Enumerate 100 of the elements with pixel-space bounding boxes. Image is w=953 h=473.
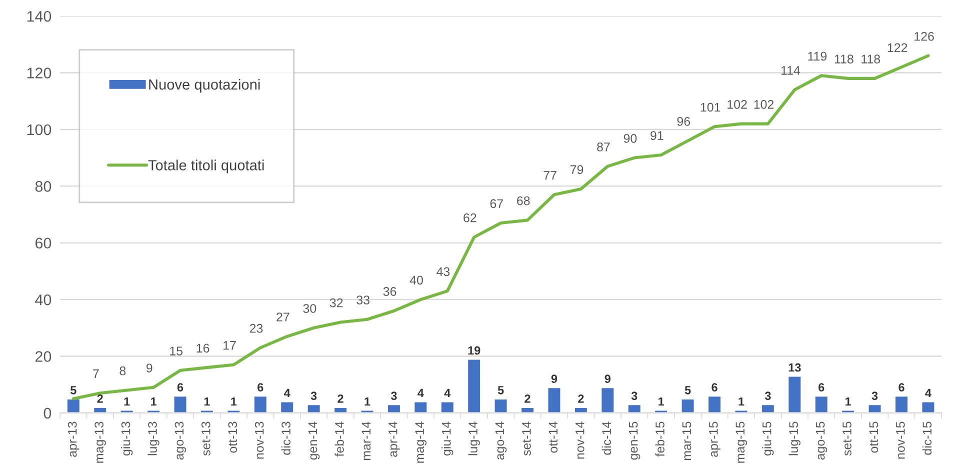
data-label: 102	[728, 100, 747, 109]
bar	[520, 406, 535, 413]
data-label: 17	[224, 341, 236, 350]
bar	[440, 400, 455, 413]
data-label: 1	[150, 397, 156, 406]
y-tick-label: 60	[35, 238, 52, 249]
x-tick-label: ago-14	[495, 422, 507, 460]
data-label: 1	[738, 397, 744, 406]
bar	[413, 400, 428, 413]
y-tick-label: 140	[27, 10, 52, 22]
data-label: 15	[170, 346, 183, 356]
x-tick-label: apr-14	[388, 422, 400, 457]
data-label: 6	[712, 383, 718, 392]
x-tick-label: ott-15	[869, 422, 878, 453]
x-tick-label: set-14	[522, 422, 531, 456]
data-label: 118	[862, 54, 880, 64]
data-label: 122	[888, 43, 908, 52]
x-tick-label: mar-14	[362, 422, 371, 460]
x-tick-label: giu-15	[762, 422, 774, 456]
data-label: 36	[383, 287, 396, 296]
data-label: 30	[303, 304, 316, 313]
data-label: 5	[684, 386, 691, 394]
data-label: 1	[658, 397, 664, 406]
x-tick-label: nov-13	[254, 422, 264, 459]
bar	[386, 404, 402, 413]
data-label: 8	[120, 366, 126, 376]
data-label: 19	[468, 346, 480, 355]
data-label: 4	[418, 388, 424, 398]
data-label: 1	[124, 397, 130, 406]
y-tick-label: 40	[35, 294, 52, 306]
data-label: 118	[834, 54, 854, 64]
data-label: 9	[146, 364, 152, 372]
x-tick-label: set-15	[842, 422, 852, 456]
data-label: 32	[330, 298, 343, 308]
data-label: 1	[846, 397, 852, 406]
data-label: 62	[464, 213, 476, 222]
x-tick-label: lug-14	[468, 422, 480, 456]
x-tick-label: dic-15	[922, 422, 932, 455]
data-label: 13	[788, 363, 801, 372]
data-label: 96	[677, 116, 690, 126]
data-label: 1	[204, 397, 210, 406]
bar	[600, 386, 616, 413]
data-label: 77	[544, 170, 556, 180]
x-tick-label: dic-14	[602, 422, 612, 455]
bar	[66, 398, 81, 413]
data-label: 101	[700, 102, 720, 112]
data-label: 40	[410, 276, 423, 285]
data-label: 7	[93, 369, 99, 378]
bar	[574, 406, 588, 413]
data-label: 4	[444, 388, 451, 398]
bar	[466, 358, 482, 413]
x-tick-label: mag-13	[94, 422, 106, 463]
y-tick-label: 0	[44, 408, 52, 419]
data-label: 43	[436, 267, 450, 276]
data-label: 3	[631, 392, 638, 400]
data-label: 5	[70, 386, 76, 394]
x-tick-label: lug-15	[788, 422, 800, 456]
bar	[493, 398, 508, 413]
bar	[680, 398, 696, 413]
x-tick-label: gen-14	[308, 422, 320, 460]
data-label: 114	[781, 66, 800, 75]
data-label: 2	[97, 394, 103, 403]
bar	[546, 386, 562, 413]
y-tick-label: 20	[35, 351, 52, 362]
data-label: 9	[604, 374, 610, 383]
bar	[787, 375, 802, 413]
bar	[814, 395, 829, 413]
data-label: 33	[356, 296, 370, 304]
y-tick-label: 100	[27, 124, 52, 136]
x-tick-label: mag-14	[415, 422, 426, 463]
data-label: 2	[578, 394, 584, 403]
data-label: 2	[524, 394, 530, 403]
data-label: 68	[517, 196, 530, 206]
bar	[172, 395, 188, 413]
x-tick-label: gen-15	[629, 422, 640, 460]
data-label: 4	[284, 388, 290, 398]
data-label: 119	[808, 52, 827, 61]
x-tick-label: mar-15	[682, 422, 692, 460]
data-label: 91	[650, 131, 664, 140]
x-tick-label: giu-13	[120, 422, 133, 456]
data-label: 3	[764, 392, 771, 400]
bar	[253, 395, 268, 413]
data-label: 6	[258, 383, 264, 392]
data-label: 1	[231, 397, 237, 406]
x-tick-label: ott-13	[228, 422, 238, 453]
legend-label: Nuove quotazioni	[149, 78, 260, 93]
x-tick-label: ago-15	[816, 422, 828, 460]
x-tick-label: nov-14	[576, 422, 584, 459]
bar	[760, 404, 776, 413]
legend-label: Totale titoli quotati	[148, 160, 264, 174]
data-label: 67	[490, 199, 503, 208]
x-tick-label: set-13	[201, 422, 210, 456]
bar	[280, 400, 294, 413]
data-label: 102	[754, 100, 774, 109]
bar	[333, 406, 348, 413]
data-label: 27	[276, 312, 290, 322]
data-label: 3	[872, 392, 878, 400]
data-label: 90	[624, 134, 637, 143]
bar	[920, 400, 936, 413]
x-tick-label: dic-13	[281, 422, 290, 455]
